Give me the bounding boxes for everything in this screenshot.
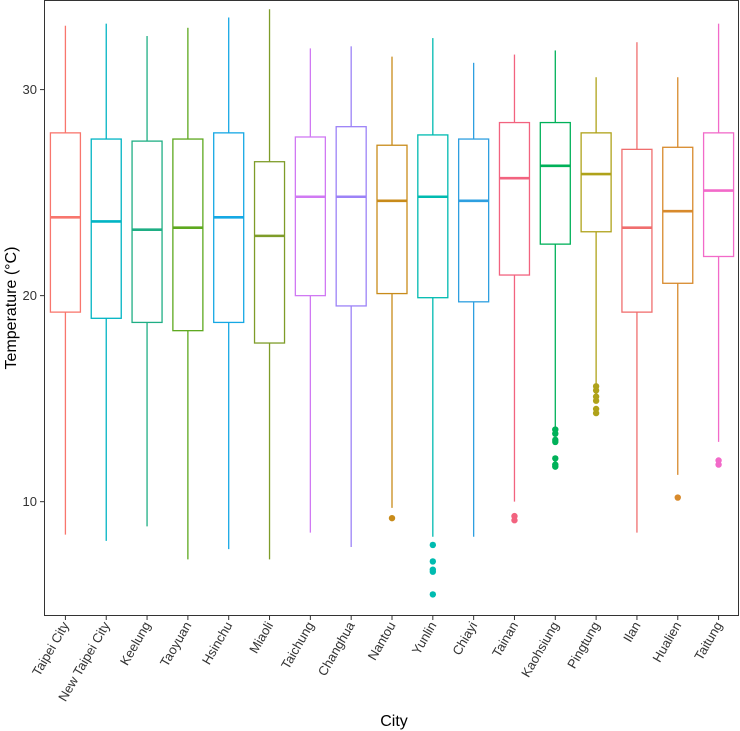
box-iqr xyxy=(376,144,408,295)
y-tick-label: 10 xyxy=(23,494,37,509)
box-iqr xyxy=(172,138,204,332)
box-iqr xyxy=(621,148,653,313)
y-axis-title: Temperature (°C) xyxy=(3,247,20,370)
x-axis-title: City xyxy=(380,713,408,730)
outlier-point xyxy=(429,558,437,565)
box-iqr xyxy=(580,132,612,233)
y-tick-label: 30 xyxy=(23,82,37,97)
box-yunlin xyxy=(417,38,449,598)
outlier-point xyxy=(592,387,600,394)
box-taichung xyxy=(294,48,327,533)
box-iqr xyxy=(539,121,571,245)
box-tainan xyxy=(498,54,531,524)
box-nantou xyxy=(376,56,408,522)
y-axis: 10 20 30 xyxy=(23,82,44,509)
plot-area xyxy=(49,9,735,598)
box-iqr xyxy=(131,140,163,324)
outlier-point xyxy=(511,517,518,524)
box-keelung xyxy=(131,36,163,527)
box-hualien xyxy=(662,77,694,501)
outlier-point xyxy=(429,541,437,549)
box-kaohsiung xyxy=(539,50,571,470)
box-iqr xyxy=(49,132,82,313)
box-iqr xyxy=(335,126,367,307)
box-chiayi xyxy=(457,62,490,537)
box-taitung xyxy=(702,23,735,468)
box-ilan xyxy=(621,42,653,533)
y-tick-label: 20 xyxy=(23,288,37,303)
box-miaoli xyxy=(253,9,286,560)
outlier-point xyxy=(552,430,559,437)
box-hsinchu xyxy=(213,17,245,550)
outlier-point xyxy=(715,461,722,468)
box-iqr xyxy=(253,161,286,344)
box-taoyuan xyxy=(172,27,204,560)
outlier-point xyxy=(429,568,437,575)
box-iqr xyxy=(213,132,245,324)
box-iqr xyxy=(662,146,694,284)
outlier-point xyxy=(429,591,437,598)
box-taipei-city xyxy=(49,25,82,535)
box-pingtung xyxy=(580,77,612,417)
outlier-point xyxy=(552,463,559,470)
box-iqr xyxy=(498,121,531,276)
box-iqr xyxy=(457,138,490,303)
outlier-point xyxy=(552,438,559,446)
outlier-point xyxy=(552,455,559,462)
box-iqr xyxy=(702,132,735,258)
box-new-taipei-city xyxy=(90,23,122,541)
outlier-point xyxy=(674,494,681,501)
box-iqr xyxy=(417,134,449,299)
outlier-point xyxy=(592,397,600,404)
outlier-point xyxy=(388,514,396,522)
box-changhua xyxy=(335,46,367,548)
outlier-point xyxy=(592,409,600,417)
box-iqr xyxy=(294,136,327,297)
box-iqr xyxy=(90,138,122,319)
